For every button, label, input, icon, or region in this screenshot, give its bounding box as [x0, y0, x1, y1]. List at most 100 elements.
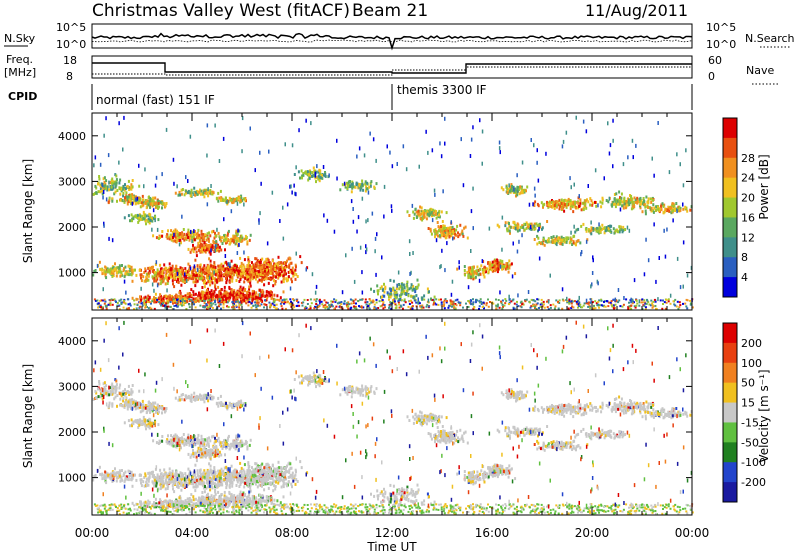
- power-cell: [271, 269, 274, 273]
- power-cell: [220, 277, 223, 281]
- power-cell: [557, 239, 560, 243]
- power-cell: [481, 129, 484, 134]
- power-cell: [288, 265, 291, 269]
- power-cell: [665, 301, 668, 304]
- power-cell: [554, 305, 557, 308]
- power-cell: [346, 302, 349, 305]
- power-cell: [243, 299, 245, 303]
- power-cell: [453, 230, 456, 234]
- power-cell: [122, 191, 125, 195]
- power-cell: [665, 298, 668, 301]
- power-cell: [137, 216, 140, 220]
- power-cell: [540, 302, 543, 305]
- power-cell: [539, 242, 542, 246]
- power-cell: [169, 235, 172, 239]
- power-cell: [394, 291, 397, 295]
- power-cell: [257, 301, 260, 304]
- power-cell: [140, 279, 143, 283]
- power-cell: [628, 305, 631, 308]
- power-cell: [178, 298, 181, 302]
- power-cell: [487, 298, 489, 301]
- power-cell: [194, 272, 197, 276]
- power-cell: [646, 298, 648, 301]
- power-cell: [585, 206, 588, 210]
- power-cell: [568, 299, 571, 302]
- power-cell: [308, 308, 311, 311]
- power-cell: [246, 242, 249, 246]
- power-cell: [200, 276, 203, 280]
- power-cell: [126, 202, 129, 206]
- power-cell: [105, 116, 107, 121]
- power-cell: [295, 192, 297, 197]
- power-cell: [353, 279, 356, 284]
- power-cell: [175, 265, 178, 269]
- power-cell: [659, 299, 662, 302]
- power-cell: [674, 298, 677, 301]
- power-cell: [183, 277, 186, 281]
- power-cell: [250, 302, 253, 305]
- power-cell: [184, 294, 187, 298]
- power-cell: [499, 150, 501, 155]
- power-cell: [243, 237, 246, 241]
- power-cell: [381, 295, 383, 299]
- power-cell: [180, 283, 183, 287]
- power-cell: [370, 301, 373, 304]
- power-cell: [430, 232, 433, 236]
- power-cell: [118, 269, 121, 273]
- power-cell: [417, 300, 420, 303]
- power-cell: [355, 302, 357, 305]
- power-cell: [145, 222, 147, 226]
- power-cell: [566, 236, 569, 240]
- power-cell: [282, 280, 285, 284]
- power-cell: [166, 233, 169, 237]
- power-cell: [632, 205, 635, 208]
- power-cell: [157, 218, 160, 222]
- power-cell: [618, 190, 621, 194]
- power-cell: [392, 299, 395, 301]
- power-cell: [225, 260, 228, 264]
- power-cell: [147, 278, 150, 282]
- power-cell: [627, 155, 629, 160]
- power-cell: [532, 202, 534, 207]
- power-cell: [99, 183, 102, 187]
- power-cell: [151, 199, 154, 203]
- noise-right-tick-top: 10^5: [706, 21, 736, 34]
- power-cell: [181, 235, 184, 239]
- power-cell: [215, 196, 218, 200]
- power-cell: [411, 307, 414, 310]
- power-cell: [152, 208, 155, 213]
- power-cell: [553, 204, 556, 207]
- power-cell: [214, 298, 217, 302]
- power-cell: [162, 300, 165, 304]
- power-cell: [485, 304, 488, 307]
- power-cell: [225, 297, 227, 301]
- power-cell: [592, 307, 595, 310]
- power-cell: [570, 185, 572, 190]
- power-cell: [452, 236, 454, 241]
- power-cell: [293, 299, 295, 302]
- power-cell: [682, 284, 684, 289]
- power-cell: [306, 303, 309, 305]
- power-cell: [363, 153, 366, 158]
- power-cell: [188, 306, 191, 309]
- power-cell: [432, 208, 435, 212]
- power-cell: [283, 300, 285, 303]
- power-cell: [290, 277, 293, 281]
- power-cell: [534, 305, 536, 308]
- power-cell: [239, 200, 242, 204]
- power-cell: [219, 278, 222, 281]
- power-cell: [361, 290, 364, 295]
- power-cell: [566, 301, 569, 304]
- power-cell: [223, 239, 226, 242]
- power-cell: [111, 180, 114, 184]
- power-cell: [377, 307, 380, 309]
- power-cell: [208, 290, 211, 294]
- power-cell: [314, 171, 317, 176]
- power-cell: [219, 271, 222, 275]
- power-cell: [153, 273, 156, 277]
- power-cell: [138, 196, 141, 200]
- power-cell: [177, 193, 180, 197]
- power-cell: [428, 305, 430, 308]
- power-cell: [467, 275, 470, 279]
- power-cell: [152, 234, 155, 238]
